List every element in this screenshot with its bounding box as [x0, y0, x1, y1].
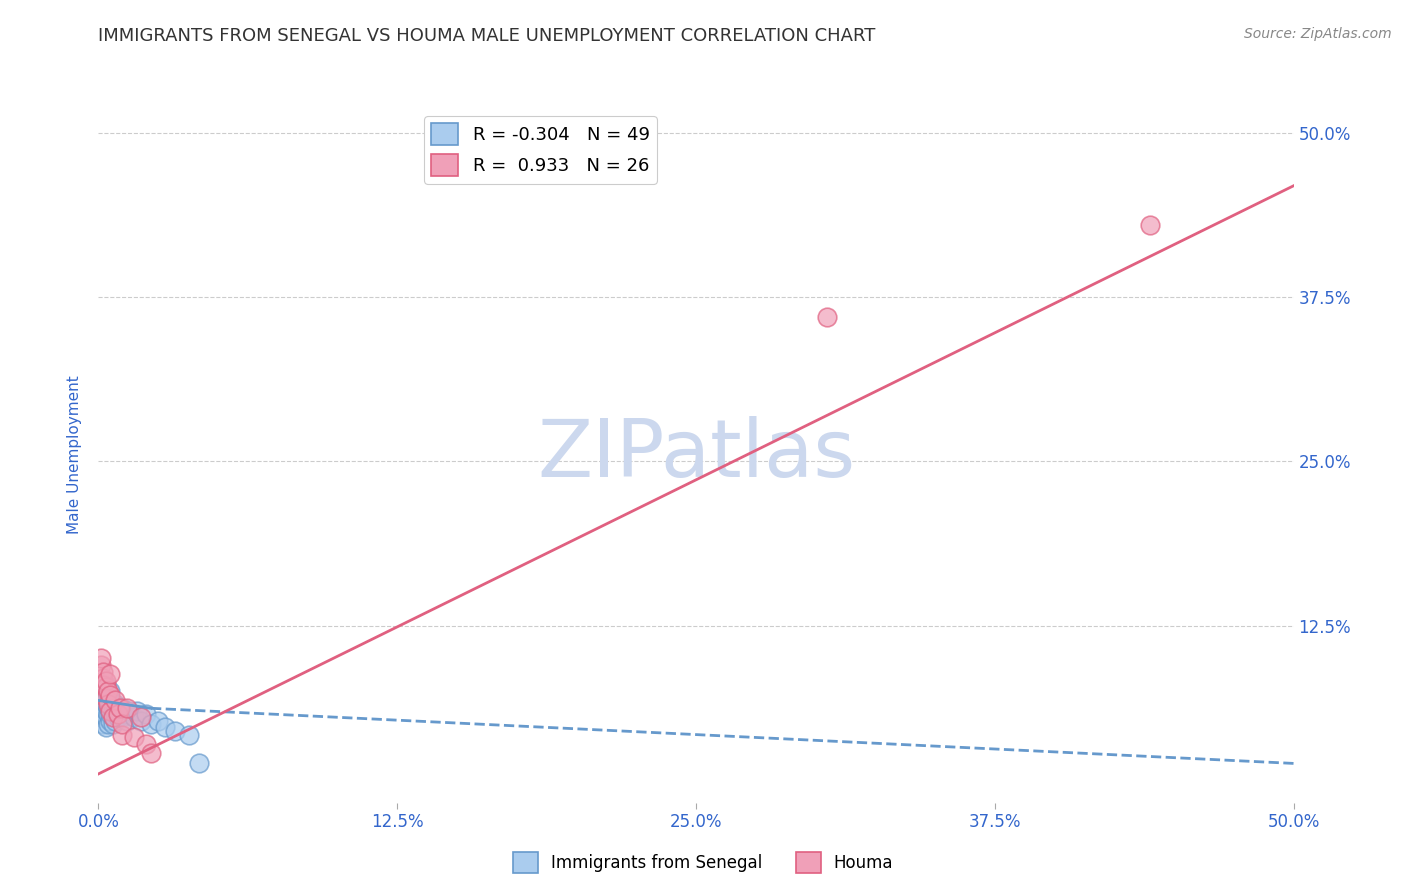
Point: [107, 710, 129, 724]
Point: [97, 717, 120, 731]
Point: [104, 693, 127, 707]
Point: [94, 710, 117, 724]
Point: [104, 714, 127, 729]
Point: [108, 706, 131, 721]
Point: [94, 680, 117, 694]
Point: [91, 706, 114, 721]
Point: [163, 723, 186, 738]
Point: [115, 701, 138, 715]
Point: [148, 714, 170, 729]
Point: [118, 704, 141, 718]
Point: [101, 707, 124, 722]
Y-axis label: Male Unemployment: Male Unemployment: [67, 376, 83, 534]
Point: [91, 665, 114, 679]
Point: [107, 701, 129, 715]
Point: [97, 687, 120, 701]
Point: [179, 727, 201, 741]
Point: [98, 684, 122, 698]
Point: [94, 678, 117, 692]
Point: [91, 688, 114, 702]
Point: [1139, 218, 1161, 232]
Point: [94, 684, 117, 698]
Point: [104, 698, 127, 712]
Point: [98, 692, 122, 706]
Point: [98, 704, 122, 718]
Point: [90, 701, 112, 715]
Point: [91, 680, 114, 694]
Point: [111, 710, 134, 724]
Point: [104, 705, 127, 719]
Text: IMMIGRANTS FROM SENEGAL VS HOUMA MALE UNEMPLOYMENT CORRELATION CHART: IMMIGRANTS FROM SENEGAL VS HOUMA MALE UN…: [98, 27, 876, 45]
Point: [98, 714, 122, 729]
Point: [94, 720, 117, 734]
Point: [815, 310, 838, 324]
Point: [139, 717, 162, 731]
Point: [94, 690, 117, 705]
Point: [90, 690, 112, 705]
Point: [94, 673, 117, 688]
Point: [115, 714, 138, 729]
Legend: Immigrants from Senegal, Houma: Immigrants from Senegal, Houma: [506, 846, 900, 880]
Legend: R = -0.304   N = 49, R =  0.933   N = 26: R = -0.304 N = 49, R = 0.933 N = 26: [425, 116, 657, 184]
Point: [114, 706, 136, 721]
Point: [98, 706, 122, 721]
Point: [94, 698, 117, 712]
Point: [124, 710, 146, 724]
Point: [111, 701, 134, 715]
Point: [97, 698, 120, 712]
Point: [97, 693, 120, 707]
Point: [125, 704, 148, 718]
Point: [101, 717, 124, 731]
Point: [91, 717, 114, 731]
Point: [98, 688, 122, 702]
Point: [135, 706, 157, 721]
Point: [90, 651, 112, 665]
Point: [101, 700, 124, 714]
Point: [155, 720, 177, 734]
Point: [107, 706, 129, 721]
Point: [101, 710, 124, 724]
Point: [131, 710, 153, 724]
Point: [97, 684, 120, 698]
Point: [90, 710, 112, 724]
Point: [94, 704, 117, 718]
Point: [97, 700, 120, 714]
Point: [97, 706, 120, 721]
Point: [98, 667, 122, 681]
Point: [91, 671, 114, 685]
Point: [91, 698, 114, 712]
Point: [131, 714, 153, 729]
Point: [98, 698, 122, 713]
Point: [90, 657, 112, 672]
Point: [91, 678, 114, 692]
Text: Source: ZipAtlas.com: Source: ZipAtlas.com: [1244, 27, 1392, 41]
Point: [124, 730, 146, 744]
Point: [135, 737, 157, 751]
Point: [139, 746, 162, 760]
Point: [111, 717, 134, 731]
Point: [108, 701, 131, 715]
Point: [94, 690, 117, 705]
Text: ZIPatlas: ZIPatlas: [537, 416, 855, 494]
Point: [187, 756, 209, 771]
Point: [111, 727, 134, 741]
